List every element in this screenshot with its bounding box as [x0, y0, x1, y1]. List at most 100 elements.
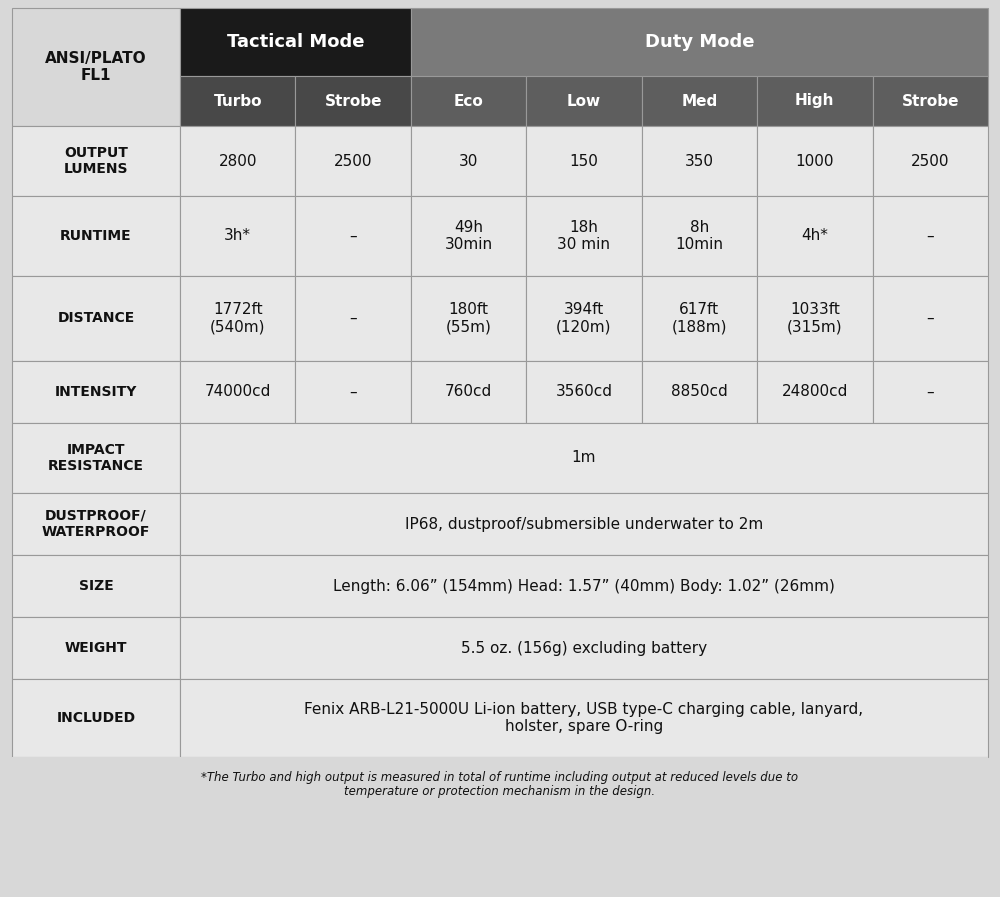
Bar [642, 126, 757, 196]
Bar [12, 555, 180, 617]
Text: –: – [349, 229, 357, 243]
Text: 1033ft
(315m): 1033ft (315m) [787, 302, 843, 335]
Bar [180, 8, 411, 76]
Text: Strobe: Strobe [324, 93, 382, 109]
Bar [12, 679, 180, 757]
Text: 4h*: 4h* [801, 229, 828, 243]
Text: SIZE: SIZE [79, 579, 113, 593]
Text: 3560cd: 3560cd [555, 385, 612, 399]
Text: Duty Mode: Duty Mode [645, 33, 754, 51]
Bar [642, 76, 757, 126]
Text: 150: 150 [570, 153, 598, 169]
Text: 49h
30min: 49h 30min [445, 220, 493, 252]
Bar [411, 8, 988, 76]
Bar [873, 196, 988, 276]
Text: 30: 30 [459, 153, 478, 169]
Bar [295, 361, 411, 423]
Bar [180, 361, 295, 423]
Bar [12, 757, 988, 812]
Text: 180ft
(55m): 180ft (55m) [446, 302, 492, 335]
Text: Strobe: Strobe [902, 93, 959, 109]
Bar [295, 196, 411, 276]
Text: WEIGHT: WEIGHT [65, 641, 127, 655]
Bar [757, 196, 873, 276]
Text: –: – [926, 229, 934, 243]
Text: –: – [349, 311, 357, 326]
Bar [295, 126, 411, 196]
Bar [873, 76, 988, 126]
Text: IP68, dustproof/submersible underwater to 2m: IP68, dustproof/submersible underwater t… [405, 517, 763, 532]
Bar [642, 361, 757, 423]
Text: *The Turbo and high output is measured in total of runtime including output at r: *The Turbo and high output is measured i… [201, 771, 799, 798]
Bar [180, 493, 988, 555]
Bar [12, 8, 180, 126]
Text: 8h
10min: 8h 10min [675, 220, 723, 252]
Bar [757, 276, 873, 361]
Bar [873, 361, 988, 423]
Bar [12, 423, 180, 493]
Text: 1m: 1m [572, 450, 596, 466]
Text: ANSI/PLATO
FL1: ANSI/PLATO FL1 [45, 51, 147, 83]
Text: DISTANCE: DISTANCE [57, 311, 135, 326]
Text: 2800: 2800 [218, 153, 257, 169]
Text: 74000cd: 74000cd [205, 385, 271, 399]
Text: –: – [926, 385, 934, 399]
Text: Turbo: Turbo [213, 93, 262, 109]
Bar [411, 361, 526, 423]
Bar [642, 196, 757, 276]
Bar [180, 679, 988, 757]
Bar [411, 276, 526, 361]
Bar [180, 555, 988, 617]
Text: INTENSITY: INTENSITY [55, 385, 137, 399]
Bar [757, 76, 873, 126]
Bar [411, 76, 526, 126]
Text: Med: Med [681, 93, 718, 109]
Text: 394ft
(120m): 394ft (120m) [556, 302, 612, 335]
Bar [180, 617, 988, 679]
Text: –: – [926, 311, 934, 326]
Bar [526, 196, 642, 276]
Bar [411, 196, 526, 276]
Text: OUTPUT
LUMENS: OUTPUT LUMENS [64, 146, 128, 176]
Bar [180, 76, 295, 126]
Text: 760cd: 760cd [445, 385, 492, 399]
Bar [180, 276, 295, 361]
Bar [12, 617, 180, 679]
Bar [526, 126, 642, 196]
Bar [526, 276, 642, 361]
Bar [757, 361, 873, 423]
Text: 350: 350 [685, 153, 714, 169]
Bar [295, 276, 411, 361]
Text: 24800cd: 24800cd [782, 385, 848, 399]
Bar [180, 196, 295, 276]
Bar [873, 126, 988, 196]
Bar [526, 361, 642, 423]
Text: Length: 6.06” (154mm) Head: 1.57” (40mm) Body: 1.02” (26mm): Length: 6.06” (154mm) Head: 1.57” (40mm)… [333, 579, 835, 594]
Bar [873, 276, 988, 361]
Text: Tactical Mode: Tactical Mode [227, 33, 364, 51]
Bar [12, 196, 180, 276]
Text: RUNTIME: RUNTIME [60, 229, 132, 243]
Text: –: – [349, 385, 357, 399]
Text: 5.5 oz. (156g) excluding battery: 5.5 oz. (156g) excluding battery [461, 640, 707, 656]
Bar [526, 76, 642, 126]
Bar [642, 276, 757, 361]
Text: 1000: 1000 [796, 153, 834, 169]
Text: 3h*: 3h* [224, 229, 251, 243]
Text: 8850cd: 8850cd [671, 385, 728, 399]
Text: Fenix ARB-L21-5000U Li-ion battery, USB type-C charging cable, lanyard,
holster,: Fenix ARB-L21-5000U Li-ion battery, USB … [304, 701, 864, 735]
Text: 2500: 2500 [911, 153, 950, 169]
Text: 2500: 2500 [334, 153, 372, 169]
Text: 1772ft
(540m): 1772ft (540m) [210, 302, 265, 335]
Text: IMPACT
RESISTANCE: IMPACT RESISTANCE [48, 443, 144, 473]
Bar [180, 423, 988, 493]
Bar [295, 76, 411, 126]
Bar [12, 276, 180, 361]
Bar [12, 361, 180, 423]
Text: INCLUDED: INCLUDED [56, 711, 136, 725]
Bar [757, 126, 873, 196]
Text: DUSTPROOF/
WATERPROOF: DUSTPROOF/ WATERPROOF [42, 509, 150, 539]
Bar [180, 126, 295, 196]
Bar [411, 126, 526, 196]
Text: Low: Low [567, 93, 601, 109]
